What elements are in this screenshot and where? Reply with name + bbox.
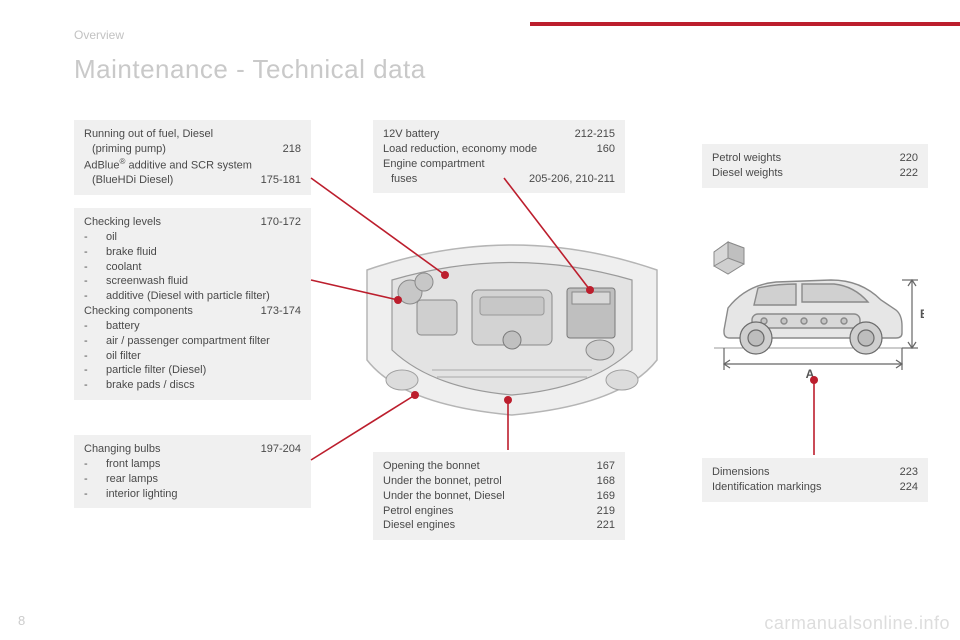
bonnet-4-label: Diesel engines [383,518,597,533]
box-weights: Petrol weights 220 Diesel weights 222 [702,144,928,188]
bonnet-2-label: Under the bonnet, Diesel [383,489,597,504]
bonnet-3-pages: 219 [597,504,615,519]
checks-g2-b0: battery [84,319,301,334]
bulbs-b0: front lamps [84,457,301,472]
checks-g1-b2: coolant [84,260,301,275]
bonnet-3-label: Petrol engines [383,504,597,519]
fuel-item-0-sub: (priming pump) [84,142,283,157]
battery-item-1-pages: 160 [597,142,615,157]
bulbs-b2: interior lighting [84,487,301,502]
car-dimensions-diagram: A B [706,230,924,390]
bulbs-b1: rear lamps [84,472,301,487]
box-dimensions: Dimensions223 Identification markings224 [702,458,928,502]
checks-g1-b3: screenwash fluid [84,274,301,289]
checks-g2-b1: air / passenger compartment filter [84,334,301,349]
weights-item-0-label: Petrol weights [712,151,900,166]
dims-1-pages: 224 [900,480,918,495]
engine-bay-diagram [362,230,662,420]
bonnet-1-label: Under the bonnet, petrol [383,474,597,489]
battery-item-2-sub: fuses [383,172,529,187]
fuel-item-0-pages: 218 [283,142,301,157]
watermark: carmanualsonline.info [764,613,950,634]
battery-item-0-label: 12V battery [383,127,575,142]
box-bonnet: Opening the bonnet167 Under the bonnet, … [373,452,625,540]
page-number: 8 [18,613,25,628]
checks-g1-list: oil brake fluid coolant screenwash fluid… [84,230,301,304]
box-bulbs: Changing bulbs 197-204 front lamps rear … [74,435,311,508]
dims-0-pages: 223 [900,465,918,480]
checks-g1-heading: Checking levels [84,215,261,230]
box-battery: 12V battery 212-215 Load reduction, econ… [373,120,625,193]
checks-g2-list: battery air / passenger compartment filt… [84,319,301,393]
top-accent-bar [530,22,960,26]
box-fuel: Running out of fuel, Diesel (priming pum… [74,120,311,195]
fuel-item-0-label: Running out of fuel, Diesel [84,127,301,142]
dim-a-label: A [806,367,815,381]
page-title: Maintenance - Technical data [74,54,426,85]
checks-g2-b2: oil filter [84,349,301,364]
dims-1-label: Identification markings [712,480,900,495]
box-checks: Checking levels 170-172 oil brake fluid … [74,208,311,400]
bulbs-heading: Changing bulbs [84,442,261,457]
battery-item-2-label: Engine compartment [383,157,615,172]
fuel-item-1-pages: 175-181 [261,173,301,188]
bonnet-0-label: Opening the bonnet [383,459,597,474]
fuel-item-1-label: AdBlue® additive and SCR system [84,157,301,174]
bulbs-pages: 197-204 [261,442,301,457]
checks-g1-b0: oil [84,230,301,245]
bonnet-0-pages: 167 [597,459,615,474]
checks-g1-pages: 170-172 [261,215,301,230]
checks-g2-heading: Checking components [84,304,261,319]
battery-item-0-pages: 212-215 [575,127,615,142]
bulbs-list: front lamps rear lamps interior lighting [84,457,301,502]
battery-item-2-pages: 205-206, 210-211 [529,172,615,187]
checks-g2-b4: brake pads / discs [84,378,301,393]
checks-g1-b1: brake fluid [84,245,301,260]
checks-g1-b4: additive (Diesel with particle filter) [84,289,301,304]
weights-item-1-label: Diesel weights [712,166,900,181]
dims-0-label: Dimensions [712,465,900,480]
bonnet-1-pages: 168 [597,474,615,489]
section-label: Overview [74,28,124,42]
checks-g2-b3: particle filter (Diesel) [84,363,301,378]
weights-item-0-pages: 220 [900,151,918,166]
weights-item-1-pages: 222 [900,166,918,181]
bonnet-2-pages: 169 [597,489,615,504]
checks-g2-pages: 173-174 [261,304,301,319]
dim-b-label: B [920,307,924,321]
bonnet-4-pages: 221 [597,518,615,533]
battery-item-1-label: Load reduction, economy mode [383,142,597,157]
fuel-item-1-sub: (BlueHDi Diesel) [84,173,261,188]
